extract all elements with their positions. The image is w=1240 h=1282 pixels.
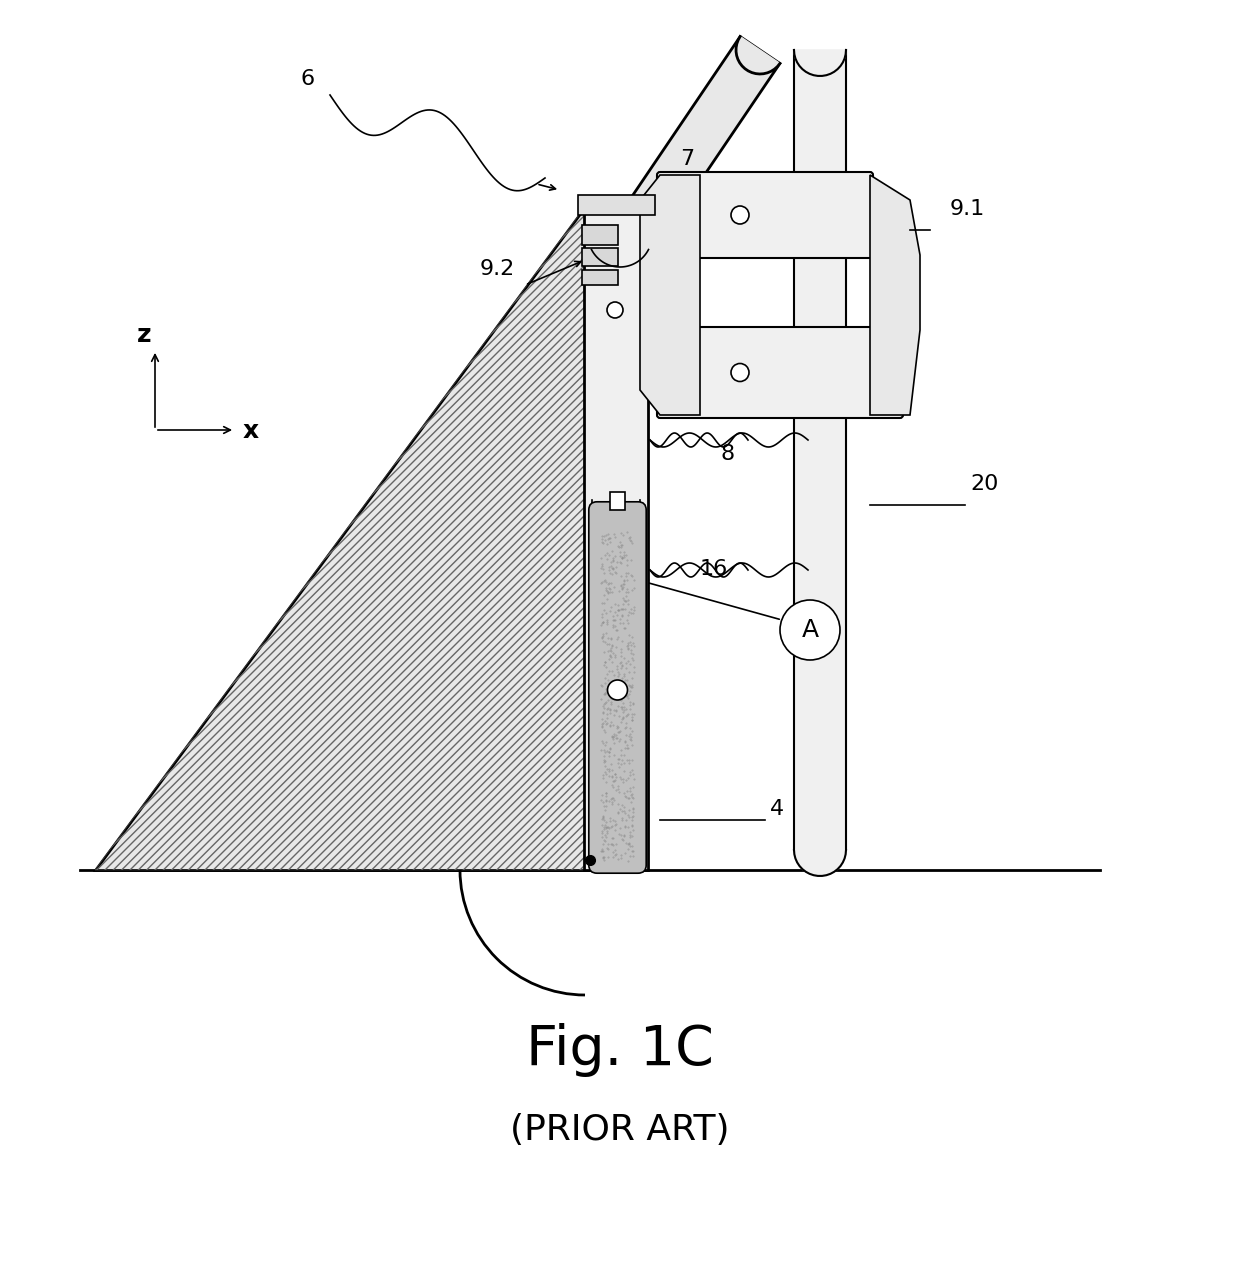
- Text: x: x: [243, 419, 259, 444]
- Polygon shape: [95, 200, 590, 870]
- Text: 9.1: 9.1: [950, 199, 986, 219]
- Text: Fig. 1C: Fig. 1C: [526, 1023, 714, 1077]
- Polygon shape: [640, 176, 701, 415]
- Polygon shape: [610, 492, 625, 510]
- Text: 16: 16: [701, 559, 728, 579]
- Polygon shape: [625, 37, 780, 233]
- Text: 7: 7: [680, 149, 694, 169]
- Text: A: A: [801, 618, 818, 642]
- FancyBboxPatch shape: [589, 501, 646, 873]
- Polygon shape: [584, 205, 649, 870]
- Polygon shape: [794, 50, 846, 76]
- Polygon shape: [582, 226, 618, 245]
- Circle shape: [780, 600, 839, 660]
- Text: 6: 6: [300, 69, 314, 88]
- Text: (PRIOR ART): (PRIOR ART): [510, 1113, 730, 1147]
- Text: 8: 8: [720, 444, 734, 464]
- Circle shape: [732, 364, 749, 382]
- Circle shape: [608, 679, 627, 700]
- Polygon shape: [582, 247, 618, 265]
- Polygon shape: [582, 271, 618, 285]
- FancyBboxPatch shape: [657, 327, 903, 418]
- Polygon shape: [794, 850, 846, 876]
- Text: z: z: [136, 323, 151, 347]
- Text: 20: 20: [970, 474, 998, 494]
- Polygon shape: [737, 37, 780, 74]
- Polygon shape: [578, 195, 655, 215]
- FancyBboxPatch shape: [657, 172, 873, 258]
- Circle shape: [732, 206, 749, 224]
- Text: 9.2: 9.2: [480, 259, 516, 279]
- Polygon shape: [870, 176, 920, 415]
- Text: 4: 4: [770, 799, 784, 819]
- Circle shape: [608, 303, 622, 318]
